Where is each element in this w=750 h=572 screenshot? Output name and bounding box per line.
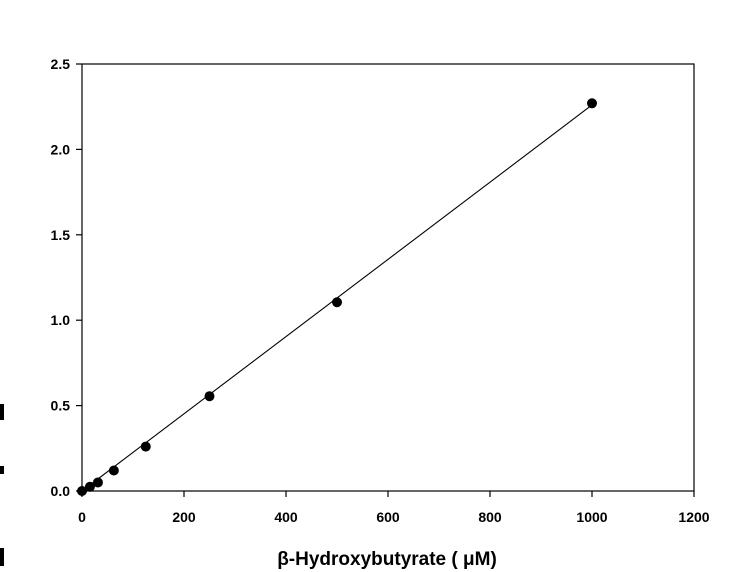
data-points (77, 98, 597, 496)
x-tick-label: 0 (78, 509, 86, 525)
x-tick-label: 1000 (576, 509, 607, 525)
x-tick-label: 200 (172, 509, 196, 525)
data-point (140, 441, 151, 452)
x-axis-title: β-Hydroxybutyrate ( μM) (277, 549, 497, 570)
data-point (108, 465, 119, 476)
y-axis-title-clip-1 (0, 404, 4, 420)
x-tick-label: 400 (274, 509, 298, 525)
y-tick-label: 1.5 (51, 227, 71, 243)
data-point (587, 98, 597, 109)
y-tick-label: 1.0 (51, 312, 71, 328)
plot-border (81, 63, 695, 492)
y-tick-label: 0.5 (51, 398, 71, 414)
y-tick-label: 2.5 (51, 56, 71, 72)
plot-frame (81, 63, 695, 492)
y-tick-label: 0.0 (51, 483, 71, 499)
y-axis: 0.0 0.5 1.0 1.5 2.0 2.5 (51, 56, 82, 499)
y-axis-title-clip-3 (0, 548, 4, 566)
x-tick-label: 800 (478, 509, 502, 525)
y-tick-label: 2.0 (51, 141, 71, 157)
data-point (84, 481, 95, 492)
data-point (77, 486, 87, 496)
data-point (204, 391, 215, 402)
x-tick-label: 1200 (678, 509, 709, 525)
x-axis: 0 200 400 600 800 1000 1200 (78, 491, 710, 525)
data-point (332, 297, 342, 308)
data-point (92, 477, 103, 488)
x-tick-label: 600 (376, 509, 400, 525)
y-axis-title-clip-2 (0, 466, 4, 474)
y-axis-title-fragments (0, 404, 4, 566)
